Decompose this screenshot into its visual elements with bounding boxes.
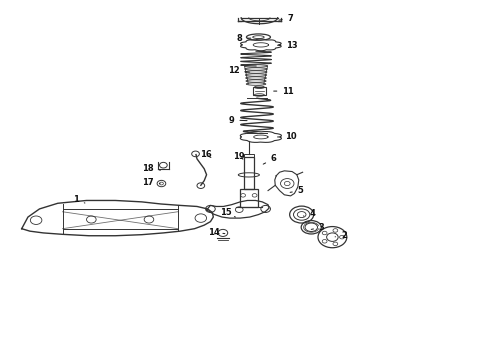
- Text: 3: 3: [311, 223, 325, 232]
- Text: 6: 6: [263, 154, 277, 164]
- Text: 18: 18: [142, 164, 161, 173]
- Bar: [244, 157, 254, 189]
- Text: 11: 11: [274, 87, 294, 96]
- Bar: [253, 87, 266, 95]
- Bar: [240, 189, 258, 207]
- Text: 16: 16: [200, 150, 212, 159]
- Text: 14: 14: [208, 228, 225, 237]
- Text: 15: 15: [220, 208, 235, 217]
- Bar: [244, 154, 254, 157]
- Text: 13: 13: [277, 41, 298, 50]
- Text: 9: 9: [229, 116, 247, 125]
- Text: 2: 2: [335, 231, 347, 240]
- Text: 19: 19: [233, 152, 245, 161]
- Text: 5: 5: [290, 186, 304, 195]
- Text: 12: 12: [227, 66, 249, 75]
- Text: 8: 8: [236, 34, 251, 43]
- Text: 10: 10: [277, 132, 296, 141]
- Text: 1: 1: [73, 195, 85, 204]
- Text: 7: 7: [279, 14, 294, 23]
- Text: 4: 4: [303, 210, 315, 219]
- Text: 17: 17: [142, 177, 160, 186]
